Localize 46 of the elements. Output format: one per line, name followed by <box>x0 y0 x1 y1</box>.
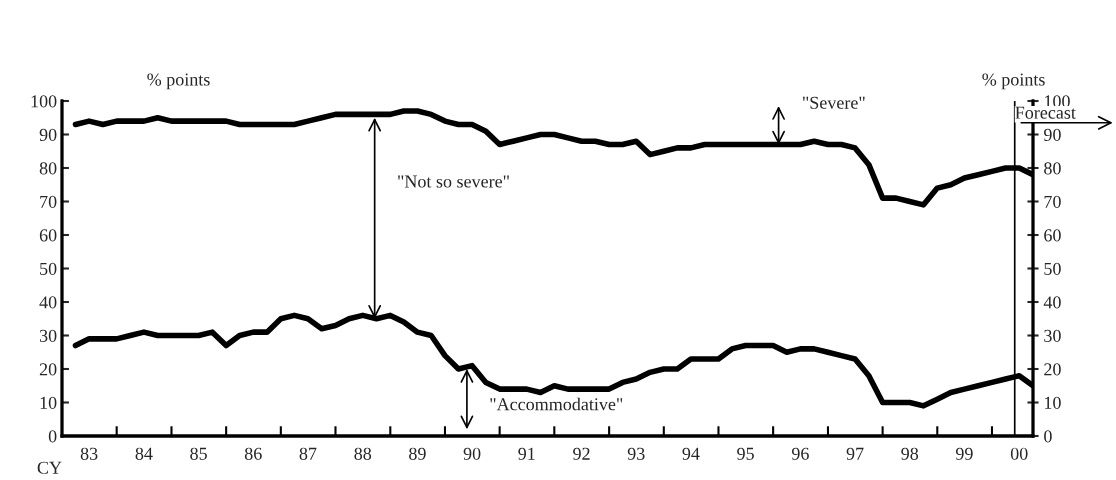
x-tick-label: 93 <box>627 447 645 460</box>
x-tick-label: 84 <box>135 447 153 460</box>
y2-tick-label: 40 <box>1043 296 1061 309</box>
x-tick-label: 89 <box>409 447 426 460</box>
y2-tick-label: 80 <box>1044 162 1061 175</box>
x-tick-label: 98 <box>901 447 919 460</box>
y2-tick-label: 50 <box>1044 262 1061 275</box>
y-tick-label: 30 <box>39 329 57 342</box>
y-tick-label: 60 <box>39 229 57 242</box>
x-tick-label: 90 <box>463 447 481 460</box>
y-tick-label: 10 <box>40 396 57 409</box>
y-tick-label: 100 <box>31 95 57 108</box>
x-tick-label: 92 <box>573 447 590 460</box>
x-tick-label: 87 <box>299 447 317 460</box>
y2-tick-label: 90 <box>1044 128 1061 141</box>
y-tick-label: 0 <box>48 430 57 443</box>
x-tick-label: 83 <box>80 447 98 460</box>
x-tick-label: 88 <box>354 447 372 460</box>
y2-tick-label: 70 <box>1044 195 1061 208</box>
annotation: "Not so severe" <box>398 175 509 188</box>
y-tick-label: 20 <box>39 363 57 376</box>
ref-line-label: Forecast <box>1015 106 1076 119</box>
y-tick-label: 80 <box>39 162 57 175</box>
y-tick-label: 40 <box>39 296 57 309</box>
x-tick-label: 94 <box>682 447 700 460</box>
x-tick-label: 97 <box>846 447 864 460</box>
y2-tick-label: 60 <box>1044 229 1061 242</box>
x-tick-label: 95 <box>737 447 754 460</box>
x-tick-label: 99 <box>955 447 973 460</box>
y2-tick-label: 30 <box>1044 329 1061 342</box>
y2-axis-title: % points <box>982 73 1045 90</box>
x-tick-label: 85 <box>190 447 207 460</box>
x-tick-label: 91 <box>518 447 535 460</box>
y2-tick-label: 20 <box>1044 363 1061 376</box>
annotation: "Accommodative" <box>490 397 623 411</box>
y-tick-label: 50 <box>40 262 57 275</box>
x-tick-label: 96 <box>791 447 809 460</box>
y2-tick-label: 10 <box>1045 396 1061 409</box>
y-tick-label: 90 <box>39 128 57 141</box>
x-tick-label: 86 <box>244 447 262 460</box>
x-axis-title: CY <box>37 461 62 474</box>
y-axis-title: % points <box>147 73 210 90</box>
y-tick-label: 70 <box>40 195 57 208</box>
y2-tick-label: 0 <box>1044 430 1052 443</box>
x-tick-label: 00 <box>1010 447 1028 460</box>
annotation: "Severe" <box>803 96 865 109</box>
